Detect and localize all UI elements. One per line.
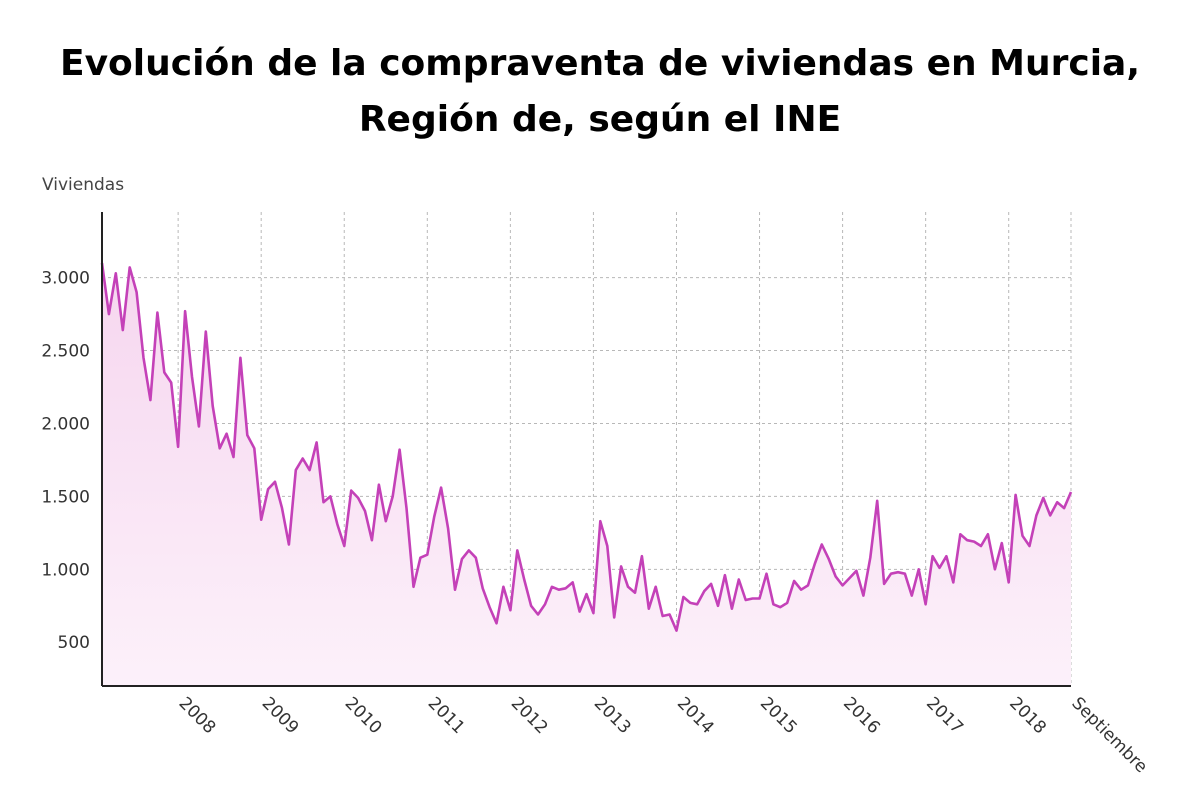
x-tick-label-2009: 2009 bbox=[258, 693, 303, 738]
series-line bbox=[100, 262, 1073, 632]
x-tick-label-2008: 2008 bbox=[175, 693, 220, 738]
x-tick-labels: 2008 2009 2010 2011 2012 2013 2014 2015 2016 2017… bbox=[175, 693, 1152, 777]
y-tick-label-2000: 2.000 bbox=[41, 414, 90, 434]
x-tick-label-2013: 2013 bbox=[590, 693, 635, 738]
series-area bbox=[102, 263, 1071, 686]
grid bbox=[102, 212, 1072, 686]
y-tick-labels: 500 1.000 1.500 2.000 2.500 3.000 bbox=[41, 269, 90, 654]
x-tick-label-2015: 2015 bbox=[756, 693, 801, 738]
x-tick-label-2010: 2010 bbox=[341, 693, 386, 738]
x-tick-label-2018: 2018 bbox=[1005, 693, 1050, 738]
y-tick-label-3000: 3.000 bbox=[41, 269, 90, 289]
x-tick-label-Septiembre: Septiembre bbox=[1067, 693, 1151, 777]
chart-title-line-2: Región de, según el INE bbox=[358, 99, 842, 140]
x-tick-label-2012: 2012 bbox=[507, 693, 552, 738]
axes bbox=[101, 212, 1071, 687]
y-tick-label-1000: 1.000 bbox=[41, 560, 90, 580]
x-tick-label-2016: 2016 bbox=[839, 693, 884, 738]
y-tick-label-500: 500 bbox=[58, 633, 90, 653]
y-tick-label-2500: 2.500 bbox=[41, 342, 90, 362]
y-tick-label-1500: 1.500 bbox=[41, 487, 90, 507]
chart-title-line-1: Evolución de la compraventa de viviendas… bbox=[60, 43, 1140, 84]
chart-title: Evolución de la compraventa de viviendas… bbox=[0, 36, 1200, 148]
x-tick-label-2011: 2011 bbox=[424, 693, 469, 738]
x-tick-label-2017: 2017 bbox=[922, 693, 967, 738]
area-layer bbox=[100, 262, 1073, 686]
x-tick-label-2014: 2014 bbox=[673, 693, 718, 738]
y-axis-label: Viviendas bbox=[42, 175, 124, 195]
